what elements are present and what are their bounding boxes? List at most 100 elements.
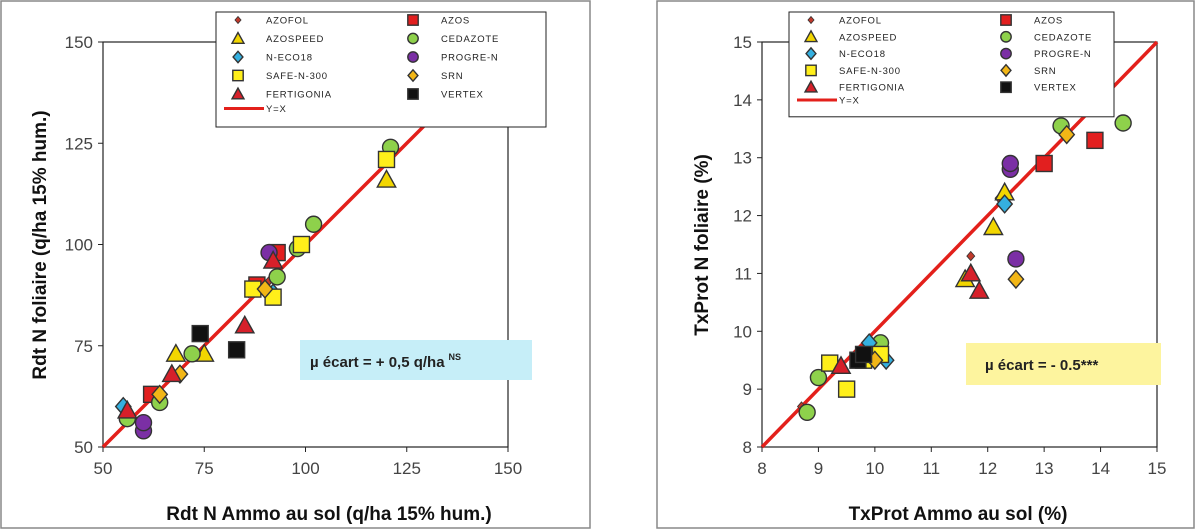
point-progre-n [1007, 250, 1025, 268]
point-cedazote [183, 345, 201, 363]
x-tick-label: 14 [1091, 459, 1110, 478]
y-tick-label: 13 [733, 149, 752, 168]
legend-marker-vertex [1000, 81, 1012, 94]
x-tick-label: 11 [922, 459, 940, 478]
legend-marker-azospeed [803, 29, 819, 43]
legend-label-azofol: AZOFOL [839, 16, 882, 27]
legend-marker-cedazote [1000, 30, 1012, 43]
legend-label-vertex: VERTEX [1034, 83, 1077, 94]
legend-marker-srn [407, 68, 419, 83]
point-fertigonia [830, 355, 852, 375]
annotation-box: µ écart = + 0,5 q/ha NS [300, 340, 532, 380]
legend-box [788, 11, 1115, 118]
x-tick-label: 10 [865, 459, 884, 478]
x-axis-label: Rdt N Ammo au sol (q/ha 15% hum.) [166, 504, 492, 525]
point-fertigonia [262, 250, 284, 269]
point-fertigonia [116, 399, 138, 419]
point-safe-n-300 [377, 150, 396, 169]
point-srn [256, 279, 274, 299]
point-azospeed [982, 216, 1004, 236]
legend-label-progre-n: PROGRE-N [441, 53, 499, 64]
point-srn [1007, 269, 1025, 290]
legend-label-cedazote: CEDAZOTE [441, 34, 499, 45]
x-tick-label: 9 [814, 459, 823, 478]
legend-label-safe-n-300: SAFE-N-300 [266, 71, 328, 82]
x-tick-label: 50 [94, 459, 113, 478]
legend-label-azofol: AZOFOL [266, 16, 309, 27]
legend-marker-srn [1000, 63, 1012, 78]
point-cedazote [268, 268, 286, 286]
point-srn [1058, 124, 1076, 145]
y-tick-label: 75 [74, 337, 93, 356]
legend-label-vertex: VERTEX [441, 90, 484, 101]
x-tick-label: 100 [291, 459, 319, 478]
legend-marker-fertigonia [803, 79, 819, 93]
point-cedazote [809, 368, 828, 387]
y-tick-label: 125 [65, 134, 93, 153]
annotation-text: µ écart = + 0,5 q/ha NS [310, 352, 461, 371]
x-tick-label: 125 [393, 459, 421, 478]
point-cedazote [304, 215, 323, 233]
legend-marker-azos [1000, 14, 1012, 26]
legend: AZOFOL AZOS AZOSPEED CEDAZOTE N-ECO18 PROGRE-… [788, 11, 1115, 118]
legend-marker-azofol [807, 15, 815, 25]
legend-box [215, 11, 547, 128]
y-tick-label: 14 [733, 91, 752, 110]
point-safe-n-300 [292, 235, 311, 254]
y-tick-label: 11 [734, 264, 752, 283]
point-azos [1086, 131, 1104, 150]
y-axis-label: Rdt N foliaire (q/ha 15% hum.) [30, 110, 51, 379]
legend-label-y-equals-x: Y=X [266, 104, 287, 115]
legend-label-n-eco18: N-ECO18 [839, 49, 886, 60]
legend-marker-progre-n [1000, 47, 1012, 60]
legend-label-y-equals-x: Y=X [839, 96, 860, 107]
legend-label-fertigonia: FERTIGONIA [839, 83, 905, 94]
y-tick-label: 100 [65, 236, 93, 255]
point-n-eco18 [996, 194, 1014, 214]
y-tick-label: 9 [743, 380, 752, 399]
legend-marker-azos [407, 14, 419, 26]
legend-marker-safe-n-300 [232, 69, 244, 82]
point-cedazote [1114, 114, 1132, 132]
point-fertigonia [161, 363, 183, 383]
point-srn [151, 384, 169, 405]
point-progre-n [1001, 154, 1019, 173]
point-azofol [966, 250, 976, 262]
point-vertex [191, 324, 209, 343]
point-vertex [227, 341, 246, 359]
legend-marker-n-eco18 [232, 50, 244, 64]
point-azospeed [376, 169, 397, 188]
legend-marker-safe-n-300 [805, 64, 817, 77]
annotation-text: µ écart = - 0.5*** [985, 357, 1098, 374]
y-tick-label: 15 [733, 33, 752, 52]
y-tick-label: 50 [74, 438, 93, 457]
legend-marker-azospeed [230, 31, 246, 44]
y-tick-label: 10 [733, 322, 752, 341]
x-tick-label: 150 [494, 459, 522, 478]
x-tick-label: 13 [1035, 459, 1054, 478]
point-cedazote [798, 403, 816, 421]
legend: AZOFOL AZOS AZOSPEED CEDAZOTE N-ECO18 PROGRE-… [215, 11, 547, 128]
x-tick-label: 15 [1148, 459, 1167, 478]
y-axis-label: TxProt N foliaire (%) [692, 154, 713, 336]
legend-marker-azofol [234, 15, 242, 25]
point-fertigonia [234, 314, 256, 334]
legend-label-fertigonia: FERTIGONIA [266, 90, 332, 101]
point-fertigonia [960, 262, 982, 282]
legend-label-n-eco18: N-ECO18 [266, 53, 313, 64]
point-vertex [854, 345, 873, 364]
legend-label-azos: AZOS [441, 16, 470, 27]
legend-marker-n-eco18 [805, 46, 817, 61]
legend-label-srn: SRN [1034, 66, 1056, 77]
legend-label-azospeed: AZOSPEED [839, 32, 897, 43]
y-tick-label: 12 [733, 207, 752, 226]
legend-label-azospeed: AZOSPEED [266, 34, 324, 45]
point-progre-n [134, 414, 153, 432]
y-tick-label: 8 [743, 438, 752, 457]
x-axis-label: TxProt Ammo au sol (%) [849, 504, 1068, 525]
x-tick-label: 75 [195, 459, 214, 478]
legend-label-srn: SRN [441, 71, 463, 82]
legend-marker-progre-n [407, 51, 419, 63]
x-tick-label: 12 [978, 459, 997, 478]
